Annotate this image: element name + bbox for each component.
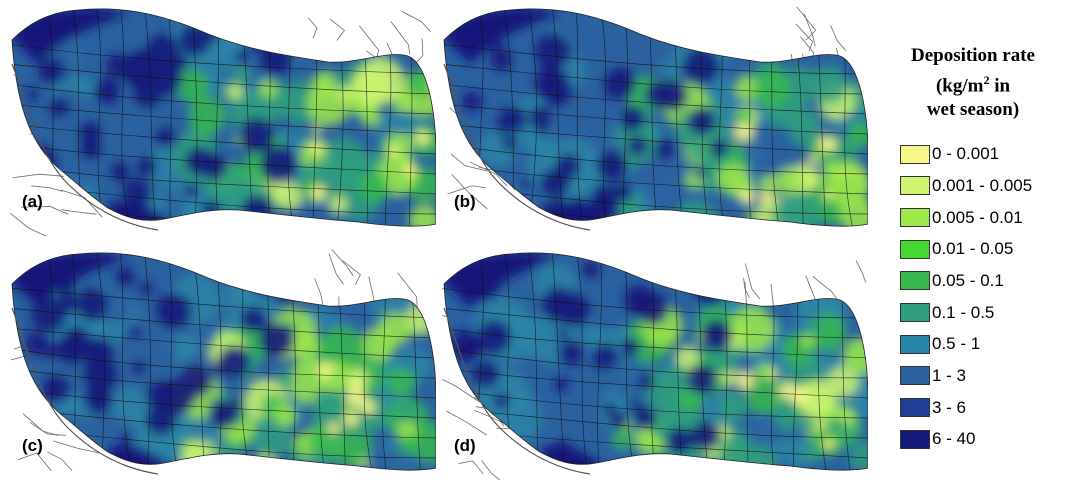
panel-label-d: (d) <box>454 436 476 455</box>
legend-items: 0 - 0.001 0.001 - 0.005 0.005 - 0.01 0.01 -… <box>900 138 1078 455</box>
legend-swatch <box>900 176 930 196</box>
panel-label-a: (a) <box>22 192 43 211</box>
legend-item: 6 - 40 <box>900 424 1078 456</box>
map-panel-a: (a) <box>8 4 436 236</box>
legend-item: 0.005 - 0.01 <box>900 202 1078 234</box>
panel-label-b: (b) <box>454 192 476 211</box>
panel-label-c: (c) <box>22 436 43 455</box>
map-panel-d: (d) <box>440 248 868 480</box>
legend-title-line1: Deposition rate <box>910 45 1035 66</box>
legend-label: 3 - 6 <box>932 397 967 417</box>
legend-swatch <box>900 366 930 386</box>
legend-swatch <box>900 239 930 259</box>
legend-swatch <box>900 334 930 354</box>
map-c <box>10 249 436 475</box>
legend-title-line2: (kg/m2 in <box>878 68 1068 98</box>
legend-item: 0.05 - 0.1 <box>900 265 1078 297</box>
legend-swatch <box>900 398 930 418</box>
legend-label: 0.1 - 0.5 <box>932 302 995 322</box>
legend-label: 0.05 - 0.1 <box>932 270 1004 290</box>
legend-item: 3 - 6 <box>900 392 1078 424</box>
legend-title-line3: wet season) <box>926 99 1020 121</box>
legend-item: 0.5 - 1 <box>900 328 1078 360</box>
legend-label: 0.5 - 1 <box>932 334 981 354</box>
map-b <box>443 6 868 231</box>
legend-label: 6 - 40 <box>932 429 976 449</box>
legend-swatch <box>900 271 930 291</box>
legend-swatch <box>900 429 930 449</box>
legend-title-unit: (kg/m <box>935 75 984 97</box>
legend-title: Deposition rate (kg/m2 in wet season) <box>878 44 1068 122</box>
legend-label: 0.01 - 0.05 <box>932 239 1014 259</box>
legend-swatch <box>900 144 930 164</box>
legend-title-sup: 2 <box>983 73 990 87</box>
legend-label: 0.001 - 0.005 <box>932 175 1033 195</box>
legend-label: 0.005 - 0.01 <box>932 207 1023 227</box>
legend-label: 0 - 0.001 <box>932 144 1000 164</box>
legend-swatch <box>900 303 930 323</box>
map-panel-c: (c) <box>8 248 436 480</box>
map-a <box>10 8 436 236</box>
legend-item: 0.01 - 0.05 <box>900 233 1078 265</box>
legend-item: 0.1 - 0.5 <box>900 297 1078 329</box>
legend-item: 0.001 - 0.005 <box>900 170 1078 202</box>
map-d <box>441 252 868 480</box>
legend-title-in: in <box>989 75 1011 97</box>
legend-item: 1 - 3 <box>900 360 1078 392</box>
legend-item: 0 - 0.001 <box>900 138 1078 170</box>
legend: Deposition rate (kg/m2 in wet season) 0 … <box>878 44 1078 455</box>
legend-label: 1 - 3 <box>932 365 967 385</box>
map-panel-b: (b) <box>440 4 868 236</box>
legend-swatch <box>900 208 930 228</box>
